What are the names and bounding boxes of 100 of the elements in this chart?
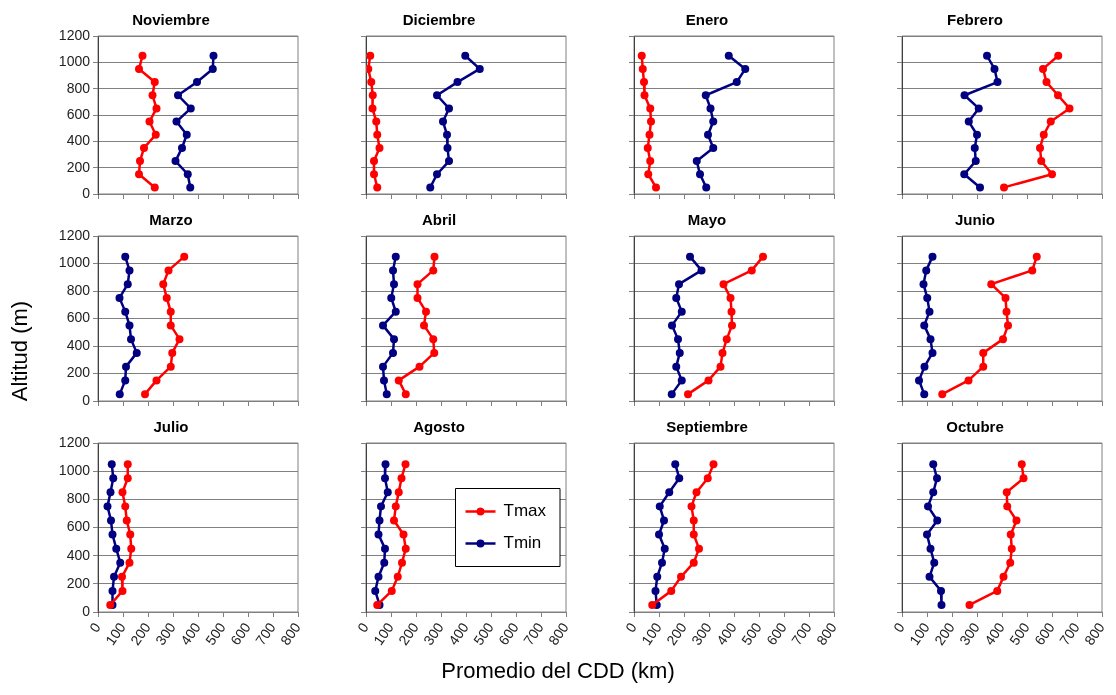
point — [709, 143, 718, 152]
point — [168, 348, 177, 357]
x-tick-label: 300 — [956, 619, 983, 648]
point — [923, 293, 932, 302]
point — [150, 78, 159, 87]
chart-title: Agosto — [413, 418, 465, 436]
y-tick-label: 1200 — [58, 433, 91, 450]
point — [640, 91, 649, 100]
point — [127, 335, 135, 344]
point — [108, 586, 117, 595]
point — [974, 104, 983, 113]
point — [382, 390, 391, 399]
point — [653, 572, 662, 581]
point — [121, 502, 130, 511]
point — [667, 586, 676, 595]
chart-title: Marzo — [149, 211, 193, 229]
point — [915, 376, 923, 385]
point — [380, 376, 388, 385]
point — [445, 104, 453, 113]
point — [660, 516, 668, 525]
point — [413, 280, 422, 289]
y-tick-label: 1200 — [58, 26, 91, 43]
point — [166, 307, 175, 316]
point — [393, 572, 402, 581]
point — [646, 104, 655, 113]
x-tick-label: 500 — [202, 619, 229, 648]
x-tick-label: 600 — [495, 619, 522, 648]
point — [747, 266, 756, 275]
point — [443, 130, 451, 139]
point — [675, 348, 684, 357]
point — [368, 104, 377, 113]
point — [108, 530, 117, 539]
point — [390, 335, 398, 344]
point — [999, 335, 1007, 344]
point — [689, 558, 698, 567]
point — [370, 170, 378, 179]
point — [677, 376, 686, 385]
x-tick-label: 200 — [127, 619, 154, 648]
point — [127, 544, 136, 553]
point — [371, 586, 380, 595]
point — [433, 91, 441, 100]
point — [426, 183, 435, 192]
point — [973, 130, 981, 139]
x-axis-title: Promedio del CDD (km) — [440, 658, 676, 684]
point — [726, 293, 735, 302]
point — [999, 572, 1008, 581]
point — [1003, 502, 1012, 511]
point — [415, 362, 424, 371]
point — [652, 183, 660, 192]
point — [180, 252, 189, 261]
point — [993, 586, 1002, 595]
point — [925, 572, 934, 581]
point — [193, 78, 201, 87]
point — [394, 488, 403, 497]
x-tick-label: 700 — [520, 619, 547, 648]
legend-label: Tmax — [503, 501, 547, 521]
point — [668, 321, 676, 330]
point — [148, 91, 157, 100]
point — [166, 321, 175, 330]
point — [930, 558, 939, 567]
x-tick-label: 400 — [981, 619, 1008, 648]
point — [125, 321, 134, 330]
x-tick-label: 300 — [688, 619, 715, 648]
point — [702, 183, 711, 192]
point — [374, 572, 383, 581]
point — [979, 348, 988, 357]
point — [741, 64, 750, 73]
point — [162, 293, 171, 302]
point — [970, 143, 979, 152]
point — [374, 530, 383, 539]
point — [110, 572, 118, 581]
point — [1002, 307, 1011, 316]
x-tick-label: 300 — [420, 619, 447, 648]
point — [125, 266, 134, 275]
point — [1037, 157, 1046, 166]
point — [1017, 460, 1026, 469]
point — [722, 335, 731, 344]
point — [938, 390, 947, 399]
point — [174, 91, 182, 100]
point — [684, 390, 692, 399]
point — [475, 64, 484, 73]
point — [643, 143, 652, 152]
point — [677, 572, 685, 581]
point — [373, 183, 382, 192]
point — [375, 143, 384, 152]
point — [933, 474, 941, 483]
x-tick-label: 800 — [1081, 619, 1108, 648]
point — [1006, 530, 1015, 539]
point — [724, 51, 733, 60]
x-tick-label: 0 — [354, 619, 372, 636]
point — [387, 586, 396, 595]
y-tick-label: 600 — [66, 309, 91, 326]
x-tick-label: 100 — [906, 619, 933, 648]
y-tick-label: 0 — [82, 391, 91, 408]
point — [924, 502, 932, 511]
point — [929, 488, 938, 497]
point — [675, 280, 683, 289]
point — [140, 143, 148, 152]
point — [106, 488, 115, 497]
point — [445, 157, 453, 166]
